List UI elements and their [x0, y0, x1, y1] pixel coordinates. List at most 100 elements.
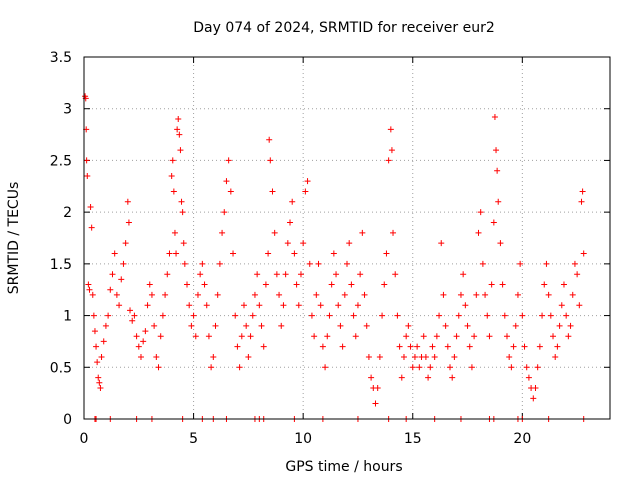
- data-point: [175, 116, 182, 123]
- data-point: [453, 333, 460, 340]
- data-point: [125, 219, 132, 226]
- data-point: [501, 312, 508, 319]
- data-point: [422, 353, 429, 360]
- data-point: [174, 126, 181, 133]
- data-point: [447, 364, 454, 371]
- data-point: [438, 240, 445, 247]
- data-point: [131, 312, 138, 319]
- data-point: [313, 291, 320, 298]
- data-point: [427, 364, 434, 371]
- data-point: [376, 353, 383, 360]
- data-point: [219, 229, 226, 236]
- data-point: [140, 338, 147, 345]
- data-point: [164, 271, 171, 278]
- data-point: [414, 343, 421, 350]
- data-point: [394, 312, 401, 319]
- x-tick-label: 20: [513, 431, 531, 447]
- x-axis-ticks: 0 5 10 15 20: [80, 57, 531, 447]
- data-point: [129, 317, 136, 324]
- data-point: [265, 250, 272, 257]
- data-point: [282, 271, 289, 278]
- data-point: [280, 302, 287, 309]
- data-point: [403, 333, 410, 340]
- data-point: [433, 333, 440, 340]
- data-point: [177, 147, 184, 154]
- data-point: [171, 229, 178, 236]
- data-point: [579, 188, 586, 195]
- data-point: [556, 322, 563, 329]
- data-point: [162, 291, 169, 298]
- data-point: [205, 333, 212, 340]
- data-point: [569, 291, 576, 298]
- data-point: [539, 312, 546, 319]
- data-point: [208, 364, 215, 371]
- data-point: [563, 312, 570, 319]
- data-point: [576, 302, 583, 309]
- data-point: [249, 312, 256, 319]
- data-point: [578, 198, 585, 205]
- data-point: [291, 250, 298, 257]
- data-point: [88, 224, 95, 231]
- data-point: [442, 322, 449, 329]
- data-point: [490, 219, 497, 226]
- data-point: [479, 260, 486, 267]
- data-point: [471, 333, 478, 340]
- data-point: [368, 374, 375, 381]
- data-point: [387, 126, 394, 133]
- data-point: [379, 312, 386, 319]
- plot-frame: [83, 56, 611, 420]
- data-point: [335, 302, 342, 309]
- data-point: [210, 353, 217, 360]
- data-point: [176, 131, 183, 138]
- data-point: [491, 113, 498, 120]
- data-point: [374, 384, 381, 391]
- data-point: [251, 291, 258, 298]
- data-point: [350, 312, 357, 319]
- data-point: [100, 338, 107, 345]
- data-point: [409, 364, 416, 371]
- data-point: [124, 198, 131, 205]
- data-point: [344, 260, 350, 267]
- data-point: [574, 271, 581, 278]
- data-point: [113, 291, 120, 298]
- data-point: [497, 240, 504, 247]
- data-point: [506, 353, 513, 360]
- data-point: [83, 157, 90, 164]
- data-point: [85, 281, 92, 288]
- data-point: [180, 240, 187, 247]
- y-tick-label: 0: [63, 412, 72, 428]
- data-point: [276, 291, 283, 298]
- data-point: [95, 374, 102, 381]
- data-point: [146, 281, 153, 288]
- data-point: [184, 281, 191, 288]
- data-point: [169, 157, 176, 164]
- data-point: [407, 343, 414, 350]
- data-point: [449, 374, 456, 381]
- data-point: [87, 203, 94, 210]
- data-point: [460, 271, 467, 278]
- data-point: [300, 240, 307, 247]
- data-point: [560, 281, 567, 288]
- data-point: [346, 240, 353, 247]
- data-point: [554, 343, 561, 350]
- data-point: [212, 322, 219, 329]
- data-point: [238, 333, 245, 340]
- data-point: [326, 312, 333, 319]
- data-point: [341, 291, 348, 298]
- data-point: [127, 307, 134, 314]
- data-point: [521, 343, 528, 350]
- data-point: [116, 302, 123, 309]
- data-point: [223, 178, 230, 185]
- y-axis-label: SRMTID / TECUs: [6, 182, 22, 295]
- data-point: [517, 260, 524, 267]
- data-point: [194, 291, 201, 298]
- data-point: [188, 322, 195, 329]
- data-point: [86, 286, 93, 293]
- data-point: [192, 333, 199, 340]
- data-point: [523, 364, 530, 371]
- data-point: [494, 167, 501, 174]
- data-point: [425, 374, 432, 381]
- data-point: [357, 271, 364, 278]
- data-point: [135, 343, 142, 350]
- data-point: [258, 322, 265, 329]
